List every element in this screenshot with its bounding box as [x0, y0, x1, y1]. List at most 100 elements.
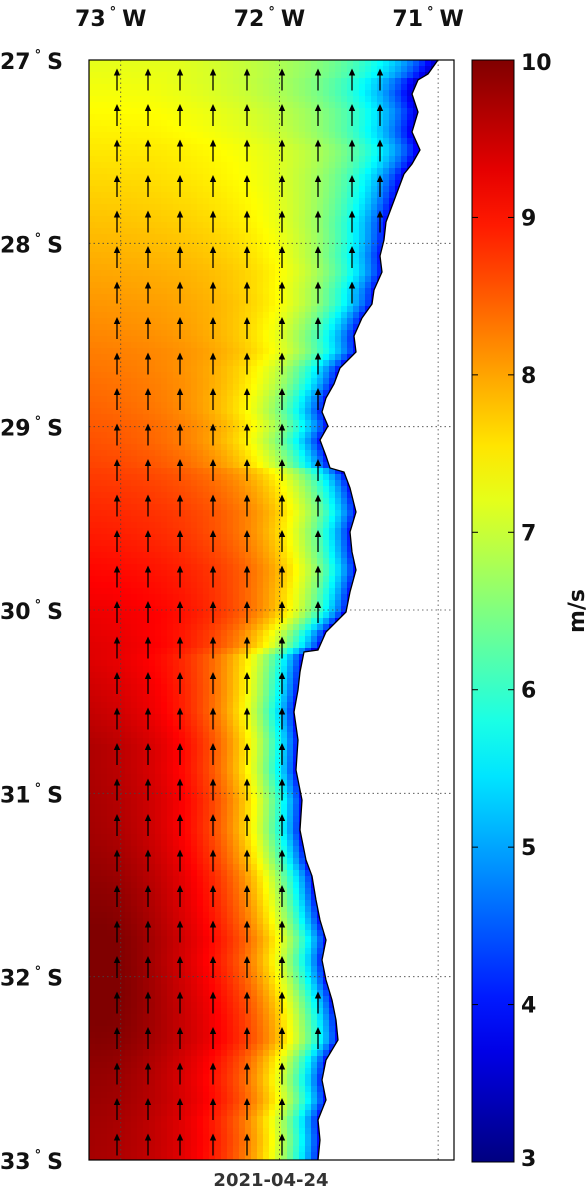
field-cell	[101, 378, 108, 385]
field-cell	[299, 456, 306, 463]
field-cell	[419, 120, 426, 127]
field-cell	[89, 222, 96, 229]
field-cell	[407, 366, 414, 373]
field-cell	[191, 342, 198, 349]
field-cell	[233, 198, 240, 205]
field-cell	[329, 402, 336, 409]
field-cell	[269, 354, 276, 361]
field-cell	[89, 474, 96, 481]
field-cell	[209, 258, 216, 265]
field-cell	[281, 168, 288, 175]
field-cell	[413, 360, 420, 367]
field-cell	[155, 228, 162, 235]
field-cell	[95, 432, 102, 439]
field-cell	[95, 150, 102, 157]
field-cell	[179, 258, 186, 265]
field-cell	[425, 114, 432, 121]
field-cell	[185, 342, 192, 349]
field-cell	[257, 318, 264, 325]
field-cell	[185, 138, 192, 145]
field-cell	[389, 180, 396, 187]
field-cell	[155, 528, 162, 535]
field-cell	[299, 522, 306, 529]
field-cell	[161, 540, 168, 547]
field-cell	[227, 306, 234, 313]
field-cell	[95, 486, 102, 493]
field-cell	[251, 234, 258, 241]
field-cell	[239, 126, 246, 133]
field-cell	[101, 426, 108, 433]
field-cell	[425, 282, 432, 289]
field-cell	[239, 120, 246, 127]
field-cell	[323, 180, 330, 187]
field-cell	[443, 270, 450, 277]
field-cell	[251, 474, 258, 481]
field-cell	[377, 486, 384, 493]
field-cell	[347, 96, 354, 103]
field-cell	[185, 150, 192, 157]
field-cell	[281, 324, 288, 331]
field-cell	[203, 330, 210, 337]
field-cell	[119, 498, 126, 505]
field-cell	[239, 372, 246, 379]
field-cell	[215, 528, 222, 535]
field-cell	[371, 348, 378, 355]
field-cell	[209, 222, 216, 229]
field-cell	[233, 234, 240, 241]
field-cell	[419, 72, 426, 79]
field-cell	[365, 66, 372, 73]
field-cell	[137, 450, 144, 457]
field-cell	[215, 294, 222, 301]
field-cell	[437, 378, 438, 385]
field-cell	[377, 402, 384, 409]
field-cell	[335, 114, 342, 121]
field-cell	[335, 204, 342, 211]
field-cell	[185, 126, 192, 133]
field-cell	[401, 522, 408, 529]
field-cell	[449, 180, 456, 187]
field-cell	[209, 384, 216, 391]
field-cell	[365, 186, 372, 193]
field-cell	[299, 372, 306, 379]
field-cell	[341, 318, 348, 325]
field-cell	[419, 336, 426, 343]
field-cell	[251, 84, 258, 91]
field-cell	[269, 144, 276, 151]
field-cell	[371, 330, 378, 337]
field-cell	[341, 528, 348, 535]
field-cell	[161, 78, 168, 85]
field-cell	[251, 246, 258, 253]
field-cell	[197, 546, 204, 553]
field-cell	[329, 84, 336, 91]
field-cell	[233, 72, 240, 79]
field-cell	[353, 126, 360, 133]
field-cell	[221, 150, 228, 157]
field-cell	[167, 102, 174, 109]
field-cell	[443, 150, 450, 157]
field-cell	[173, 396, 180, 403]
field-cell	[209, 60, 216, 67]
field-cell	[401, 72, 408, 79]
field-cell	[263, 144, 270, 151]
field-cell	[245, 492, 252, 499]
field-cell	[347, 390, 354, 397]
field-cell	[245, 276, 252, 283]
field-cell	[125, 120, 132, 127]
field-cell	[137, 510, 144, 517]
field-cell	[401, 438, 408, 445]
field-cell	[395, 420, 402, 427]
field-cell	[119, 402, 126, 409]
field-cell	[167, 420, 174, 427]
field-cell	[197, 126, 204, 133]
field-cell	[125, 318, 132, 325]
field-cell	[245, 540, 252, 547]
field-cell	[431, 294, 438, 301]
field-cell	[407, 516, 414, 523]
field-cell	[203, 276, 210, 283]
field-cell	[383, 390, 390, 397]
field-cell	[395, 270, 402, 277]
field-cell	[179, 504, 186, 511]
field-cell	[239, 378, 246, 385]
field-cell	[143, 264, 150, 271]
field-cell	[269, 198, 276, 205]
